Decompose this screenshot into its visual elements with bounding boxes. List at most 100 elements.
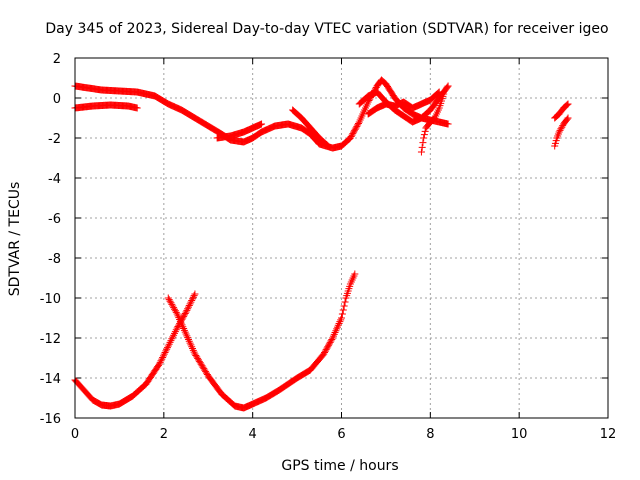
data-point — [333, 325, 341, 333]
data-point — [340, 302, 348, 310]
y-tick-label: -2 — [48, 132, 61, 147]
data-point — [444, 120, 452, 128]
data-point — [173, 324, 181, 332]
data-point — [327, 337, 335, 345]
data-point — [349, 130, 357, 138]
data-point — [179, 323, 187, 331]
data-point — [187, 298, 195, 306]
data-point — [329, 334, 337, 342]
data-point — [202, 368, 210, 376]
data-point — [196, 359, 204, 367]
series-upper-track-d — [289, 106, 332, 150]
data-point — [330, 330, 338, 338]
series-upper-track-h — [551, 100, 572, 122]
data-point — [324, 343, 332, 351]
data-point — [325, 341, 333, 349]
data-point — [172, 308, 180, 316]
data-point — [201, 366, 209, 374]
data-point — [190, 292, 198, 300]
series-lower-track-b — [164, 270, 359, 412]
data-point — [557, 125, 565, 133]
data-point — [181, 328, 189, 336]
data-point — [341, 298, 349, 306]
data-point — [180, 326, 188, 334]
data-point — [556, 126, 564, 134]
data-point — [191, 290, 199, 298]
data-points — [71, 76, 572, 412]
data-point — [354, 121, 362, 129]
data-point — [181, 309, 189, 317]
data-point — [184, 305, 192, 313]
data-point — [348, 131, 356, 139]
data-point — [163, 345, 171, 353]
data-point — [354, 119, 362, 127]
x-tick-label: 4 — [249, 427, 257, 442]
data-point — [161, 349, 169, 357]
series-upper-track-c — [213, 120, 266, 142]
data-point — [173, 310, 181, 318]
data-point — [180, 312, 188, 320]
data-point — [163, 344, 171, 352]
data-point — [164, 342, 172, 350]
data-point — [202, 369, 210, 377]
data-point — [186, 339, 194, 347]
data-point — [563, 101, 571, 109]
data-point — [182, 330, 190, 338]
x-tick-label: 0 — [71, 427, 79, 442]
data-point — [155, 361, 163, 369]
data-point — [182, 308, 190, 316]
data-point — [158, 355, 166, 363]
data-point — [170, 304, 178, 312]
data-point — [194, 354, 202, 362]
y-tick-label: -14 — [40, 372, 61, 387]
data-point — [165, 340, 173, 348]
data-point — [324, 142, 332, 150]
x-tick-label: 2 — [160, 427, 168, 442]
data-point — [199, 363, 207, 371]
data-point — [198, 362, 206, 370]
data-point — [184, 335, 192, 343]
data-point — [180, 311, 188, 319]
data-point — [329, 332, 337, 340]
data-point — [171, 328, 179, 336]
data-point — [193, 353, 201, 361]
data-point — [418, 143, 426, 151]
data-point — [346, 134, 354, 142]
data-point — [337, 316, 345, 324]
data-point — [338, 314, 345, 322]
y-tick-label: -12 — [40, 332, 61, 347]
x-tick-label: 8 — [426, 427, 434, 442]
data-point — [172, 326, 180, 334]
data-point — [420, 134, 428, 142]
data-point — [159, 352, 167, 360]
data-point — [157, 357, 165, 365]
data-point — [159, 353, 167, 361]
data-point — [562, 102, 570, 110]
data-point — [189, 295, 197, 303]
data-point — [326, 338, 334, 346]
data-point — [321, 349, 329, 357]
data-point — [184, 334, 192, 342]
data-point — [166, 297, 174, 305]
data-point — [320, 350, 328, 358]
grid-lines — [75, 58, 608, 418]
data-point — [169, 302, 177, 310]
y-tick-label: -16 — [40, 412, 61, 427]
data-point — [339, 306, 347, 314]
data-point — [189, 345, 197, 353]
data-point — [336, 318, 344, 326]
x-tick-label: 6 — [337, 427, 345, 442]
data-point — [175, 314, 183, 322]
data-point — [350, 128, 358, 136]
data-point — [187, 341, 195, 349]
data-point — [183, 306, 191, 314]
data-point — [192, 351, 200, 359]
series-upper-track-g — [364, 88, 443, 118]
data-point — [322, 346, 330, 354]
data-point — [171, 307, 179, 315]
chart-title: Day 345 of 2023, Sidereal Day-to-day VTE… — [45, 21, 608, 37]
data-point — [347, 133, 355, 141]
data-point — [186, 300, 194, 308]
data-point — [332, 327, 340, 335]
